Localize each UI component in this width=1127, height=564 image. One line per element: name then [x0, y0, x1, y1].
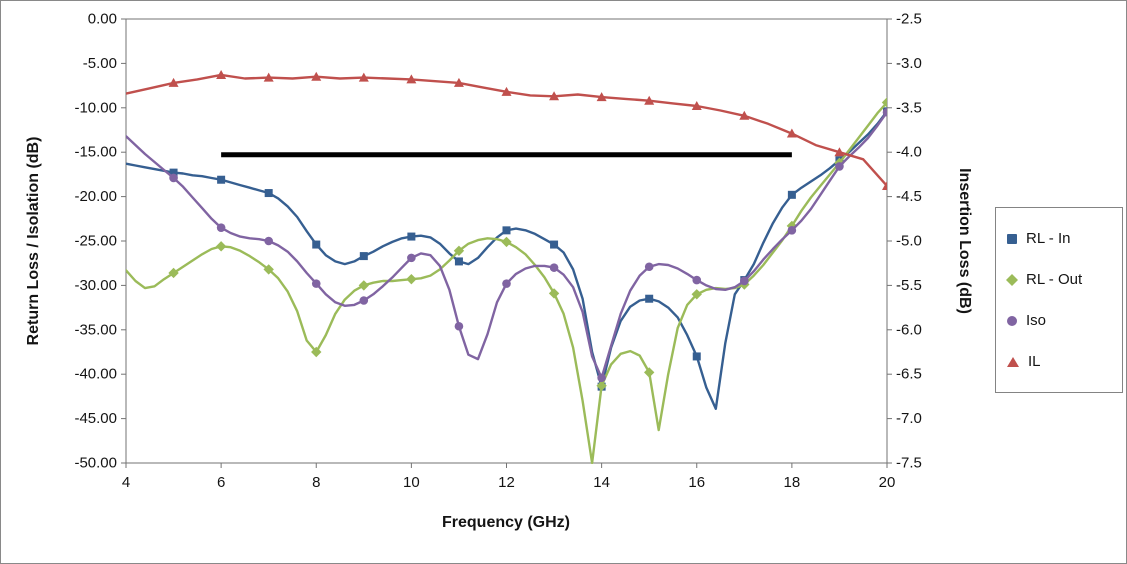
legend-item-rl-in: RL - In [1007, 218, 1118, 259]
series-iso [126, 107, 887, 383]
legend-diamond-marker-icon [1005, 273, 1019, 286]
x-axis-tick-label: 4 [122, 474, 130, 491]
left-axis-tick-label: -15.00 [74, 144, 117, 161]
left-axis-tick-label: -5.00 [83, 55, 117, 72]
legend-square-marker-icon [1007, 233, 1017, 244]
x-axis-tick-label: 16 [688, 474, 705, 491]
legend-item-il: IL [1007, 341, 1118, 382]
left-axis-tick-label: -45.00 [74, 410, 117, 427]
series-il [126, 69, 887, 190]
left-axis-title: Return Loss / Isolation (dB) [25, 136, 42, 346]
right-axis-tick-label: -2.5 [896, 11, 922, 28]
left-axis-tick-label: -30.00 [74, 277, 117, 294]
series-rl-out [126, 97, 887, 464]
x-axis-tick-label: 14 [593, 474, 610, 491]
right-axis-tick-label: -5.0 [896, 233, 922, 250]
right-axis-title: Insertion Loss (dB) [956, 168, 973, 314]
right-axis-tick-label: -3.5 [896, 99, 922, 116]
x-axis-tick-label: 6 [217, 474, 225, 491]
legend-triangle-marker-icon [1007, 356, 1019, 367]
legend: RL - In RL - Out Iso IL [995, 207, 1123, 393]
right-axis-tick-label: -6.0 [896, 321, 922, 338]
legend-item-rl-out: RL - Out [1005, 259, 1118, 300]
right-axis-tick-label: -4.5 [896, 188, 922, 205]
legend-item-label: Iso [1026, 312, 1047, 329]
legend-item-label: IL [1028, 353, 1041, 370]
left-axis-tick-label: -50.00 [74, 455, 117, 472]
legend-item-label: RL - In [1026, 230, 1071, 247]
left-axis-tick-label: 0.00 [88, 11, 117, 28]
left-axis-tick-label: -40.00 [74, 366, 117, 383]
right-axis-tick-label: -5.5 [896, 277, 922, 294]
left-axis-tick-label: -35.00 [74, 321, 117, 338]
x-axis-tick-label: 8 [312, 474, 320, 491]
right-axis-tick-label: -3.0 [896, 55, 922, 72]
right-axis-tick-label: -6.5 [896, 366, 922, 383]
x-axis-tick-label: 18 [784, 474, 801, 491]
right-axis-tick-label: -7.0 [896, 410, 922, 427]
legend-circle-marker-icon [1007, 315, 1017, 326]
left-axis-tick-label: -20.00 [74, 188, 117, 205]
x-axis-tick-label: 10 [403, 474, 420, 491]
x-axis-tick-label: 20 [879, 474, 896, 491]
x-axis-title: Frequency (GHz) [441, 514, 571, 531]
legend-item-label: RL - Out [1026, 271, 1083, 288]
left-axis-tick-label: -25.00 [74, 233, 117, 250]
left-axis-tick-label: -10.00 [74, 99, 117, 116]
right-axis-tick-label: -7.5 [896, 455, 922, 472]
right-axis-tick-label: -4.0 [896, 144, 922, 161]
x-axis-tick-label: 12 [498, 474, 515, 491]
legend-item-iso: Iso [1007, 300, 1118, 341]
